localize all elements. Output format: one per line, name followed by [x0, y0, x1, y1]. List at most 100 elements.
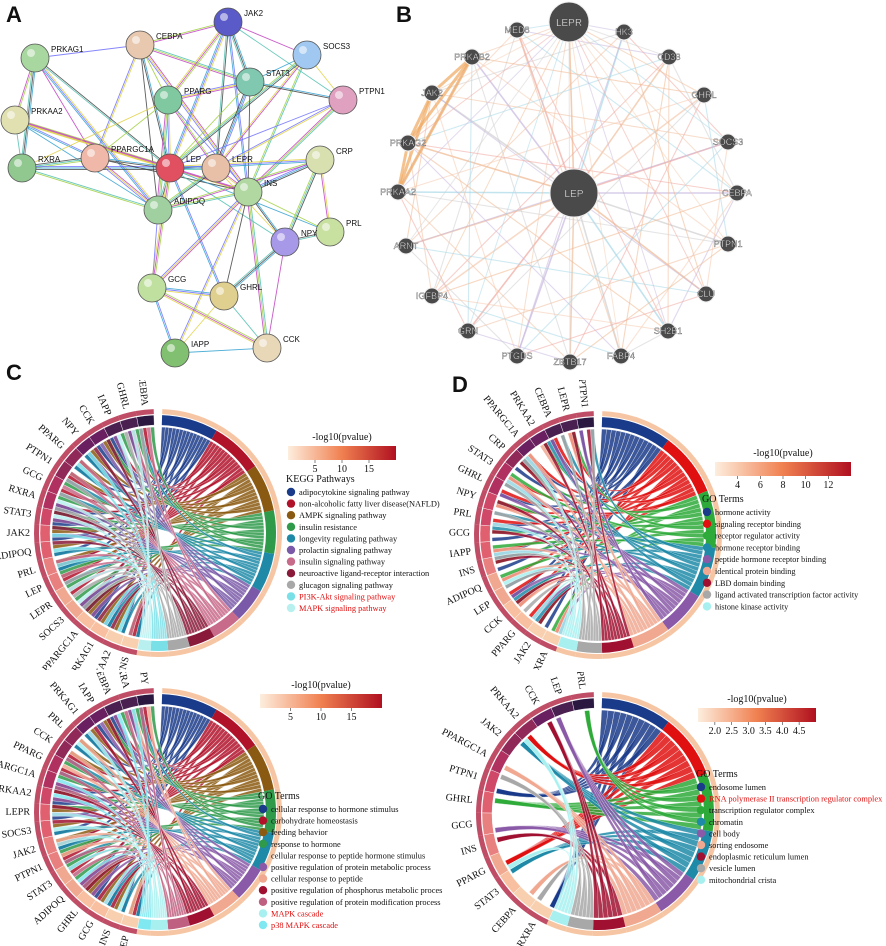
chord-gene-label: PPARGC1A [440, 727, 490, 761]
scale-tick-label: 2.5 [725, 726, 738, 737]
chord-term-sector [630, 621, 669, 648]
network-node-label: PPARG [184, 87, 211, 96]
scale-tick-label: 10 [316, 712, 326, 723]
chord-term-sector [557, 636, 579, 651]
network-edge [169, 81, 251, 169]
legend-title: GO Terms [696, 769, 738, 780]
chord-term-sector [137, 918, 152, 930]
chord-gene-label: PTPN1 [13, 862, 44, 885]
chord-gene-label: NPY [137, 672, 150, 685]
network-node-label: CCK [283, 335, 301, 344]
chord-gene-label: INS [97, 928, 113, 946]
network-edge [151, 286, 268, 350]
network-node-label: PRKAA2 [31, 107, 63, 116]
chord-gene-label: PPARG [11, 739, 44, 762]
network-edge [246, 191, 269, 349]
chord-ribbons [51, 705, 265, 919]
chord-go-mf-d: RXRAJAK2PPARGCCKLEPADIPOQINSIAPPGCGPRLNP… [445, 380, 860, 670]
chord-gene-label: LEPR [6, 807, 31, 818]
chord-gene-label: PRL [453, 506, 473, 520]
legend-swatch [286, 487, 296, 497]
network-edge [174, 347, 268, 354]
chord-term-sector [601, 417, 669, 449]
chord-gene-sector [40, 507, 53, 526]
panel-label-a: A [6, 2, 22, 27]
chord-term-sector [593, 916, 626, 930]
network-node-label: RXRA [38, 155, 61, 164]
chord-gene-sector [40, 541, 53, 560]
scale-tick-label: 4 [735, 480, 740, 491]
chord-gene-label: JAK2 [12, 844, 38, 861]
legend-swatch [286, 545, 296, 555]
legend-item-label: positive regulation of protein metabolic… [271, 863, 431, 872]
network-node: CEBPA [125, 30, 183, 60]
chord-gene-label: CRP [486, 432, 508, 453]
legend-swatch [702, 507, 712, 517]
network-node-label: GRN [458, 326, 478, 336]
chord-gene-label: GCG [449, 528, 470, 539]
chord-gene-label: JAK2 [512, 640, 534, 666]
network-node-label: LEP [186, 155, 201, 164]
chord-term-sector [150, 919, 169, 930]
legend-item-label: cellular response to hormone stimulus [271, 805, 398, 814]
chord-gene-sector [136, 693, 155, 707]
network-node-label: INS [264, 179, 277, 188]
network-node-label: GHRL [691, 90, 716, 100]
chord-gene-label: LEP [472, 599, 493, 618]
network-node-label: PTGDS [501, 351, 532, 361]
scale-tick-label: 10 [337, 464, 347, 475]
legend-item-label: endoplasmic reticulum lumen [709, 853, 809, 862]
network-node-label: STAT3 [266, 69, 290, 78]
chord-ribbons [51, 426, 265, 640]
network-edge [223, 191, 249, 297]
color-scale-bar [715, 462, 851, 476]
chord-kegg-c: INSPRKAA2PRKAG1PPARGC1ASOCS3LEPRLEPPRLAD… [0, 380, 440, 670]
chord-gene-label: CCK [522, 683, 542, 707]
chord-gene-label: ADIPOQ [0, 546, 33, 563]
network-node: CRP [305, 145, 353, 175]
chord-gene-label: RXRA [114, 672, 132, 690]
legend-item-label: receptor regulator activity [715, 532, 801, 541]
network-edge [169, 158, 321, 170]
network-node-label: LEPR [232, 155, 253, 164]
chord-gene-label: PTPN1 [576, 380, 590, 408]
legend-swatch [696, 829, 706, 838]
chord-term-sector [167, 637, 190, 651]
chord-gene-label: GHRL [55, 907, 81, 935]
network-node: ADIPOQ [143, 195, 205, 225]
network-node: PRL [315, 217, 362, 247]
legend-item-label: neuroactive ligand-receptor interaction [299, 569, 430, 578]
legend-swatch [258, 897, 268, 906]
network-node-label: FABP4 [607, 351, 635, 361]
network-node-label: GHRL [240, 283, 263, 292]
network-edge [266, 241, 286, 349]
scale-tick-label: 12 [823, 480, 833, 491]
chord-term-sector [246, 466, 274, 513]
legend-swatch [258, 839, 268, 848]
chord-gene-label: PPARGC1A [0, 756, 38, 781]
chord-gene-label: CCK [482, 614, 505, 636]
scale-tick-label: 15 [364, 464, 374, 475]
legend-item-label: cellular response to peptide [271, 875, 363, 884]
chord-gene-label: CEBPA [490, 904, 519, 935]
network-node: PRKAA2 [0, 105, 63, 135]
legend-swatch [702, 543, 712, 552]
genemania-network-b: MED8 HK3 PRKAB2 CD33 JAK2 GHRL PRKAG2 SOCS3 PRKA… [380, 1, 752, 371]
legend-swatch [286, 569, 296, 578]
chord-gene-label: CEBPA [136, 380, 150, 407]
network-edge [34, 44, 141, 59]
scale-tick-label: 3.0 [742, 726, 755, 737]
legend-swatch [696, 840, 706, 850]
legend-swatch [696, 817, 706, 826]
legend-item-label: insulin signaling pathway [299, 558, 386, 567]
legend-swatch [702, 519, 712, 528]
legend-item-label: glucagon signaling pathway [299, 581, 394, 590]
legend-item-label: hormone receptor binding [715, 543, 800, 552]
chord-term-sector [137, 639, 152, 651]
panel-label-d: D [452, 372, 468, 397]
network-node-label: ARNT [394, 241, 419, 251]
chord-gene-label: RXRA [515, 919, 539, 946]
chord-term-sector [662, 591, 699, 630]
network-node: GHRL [209, 281, 263, 311]
legend-item-label: cell body [709, 829, 741, 838]
